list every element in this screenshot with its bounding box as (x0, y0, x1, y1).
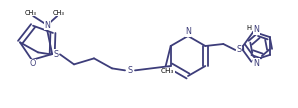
Text: N: N (253, 25, 259, 34)
Text: S: S (53, 50, 59, 59)
Text: N: N (44, 21, 50, 30)
Text: N: N (185, 28, 191, 37)
Text: CH₃: CH₃ (24, 10, 36, 16)
Text: CH₃: CH₃ (161, 68, 174, 74)
Text: S: S (128, 66, 133, 75)
Text: N: N (253, 59, 259, 68)
Text: H: H (247, 25, 252, 31)
Text: S: S (237, 45, 242, 55)
Text: CH₃: CH₃ (52, 10, 64, 16)
Text: O: O (30, 59, 36, 68)
